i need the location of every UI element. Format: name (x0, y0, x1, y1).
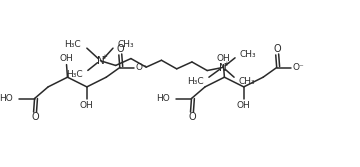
Text: OH: OH (60, 54, 73, 63)
Text: OH: OH (80, 101, 94, 110)
Text: HO: HO (0, 94, 13, 103)
Text: OH: OH (217, 54, 230, 63)
Text: O: O (189, 112, 196, 122)
Text: +: + (224, 61, 229, 67)
Text: O⁻: O⁻ (292, 63, 304, 72)
Text: O: O (32, 112, 39, 122)
Text: HO: HO (156, 94, 170, 103)
Text: CH₃: CH₃ (118, 40, 135, 49)
Text: CH₃: CH₃ (239, 77, 256, 86)
Text: O⁻: O⁻ (135, 63, 147, 72)
Text: CH₃: CH₃ (240, 50, 257, 59)
Text: OH: OH (237, 101, 251, 110)
Text: H₃C: H₃C (64, 40, 81, 49)
Text: O: O (117, 44, 125, 54)
Text: N: N (219, 62, 226, 72)
Text: H₃C: H₃C (188, 77, 204, 86)
Text: H₃C: H₃C (66, 70, 83, 79)
Text: O: O (274, 44, 282, 54)
Text: N: N (96, 56, 104, 66)
Text: +: + (102, 54, 107, 60)
